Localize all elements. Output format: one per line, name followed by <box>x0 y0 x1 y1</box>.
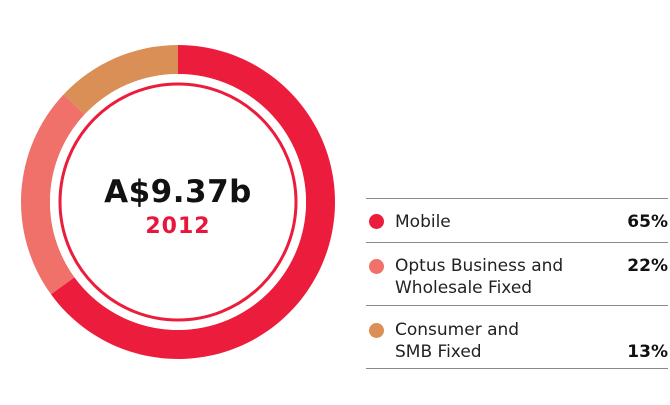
legend-swatch-mobile <box>369 214 384 229</box>
legend-label-optus-business: Optus Business and Wholesale Fixed <box>395 256 564 298</box>
donut-chart <box>20 45 335 359</box>
donut-slice-1 <box>20 94 85 295</box>
donut-inner-ring <box>58 82 298 322</box>
legend-divider <box>366 368 668 369</box>
chart-total-value: A$9.37b <box>104 174 252 210</box>
legend-value-consumer-smb: 13% <box>627 342 668 362</box>
chart-legend: Mobile 65% Optus Business and Wholesale … <box>366 198 668 369</box>
legend-item-mobile: Mobile 65% <box>366 199 668 242</box>
legend-swatch-consumer-smb <box>369 323 384 338</box>
legend-label-mobile: Mobile <box>395 212 451 232</box>
legend-divider <box>366 198 668 199</box>
legend-label-consumer-smb: Consumer and SMB Fixed <box>395 320 520 362</box>
chart-year-label: 2012 <box>145 214 211 239</box>
legend-value-optus-business: 22% <box>627 256 668 276</box>
donut-slice-2 <box>63 45 178 115</box>
legend-divider <box>366 305 668 306</box>
legend-swatch-optus-business <box>369 259 384 274</box>
donut-center <box>50 74 306 330</box>
legend-item-optus-business: Optus Business and Wholesale Fixed 22% <box>366 243 668 305</box>
legend-item-consumer-smb: Consumer and SMB Fixed 13% <box>366 306 668 368</box>
legend-divider <box>366 242 668 243</box>
legend-value-mobile: 65% <box>627 212 668 232</box>
